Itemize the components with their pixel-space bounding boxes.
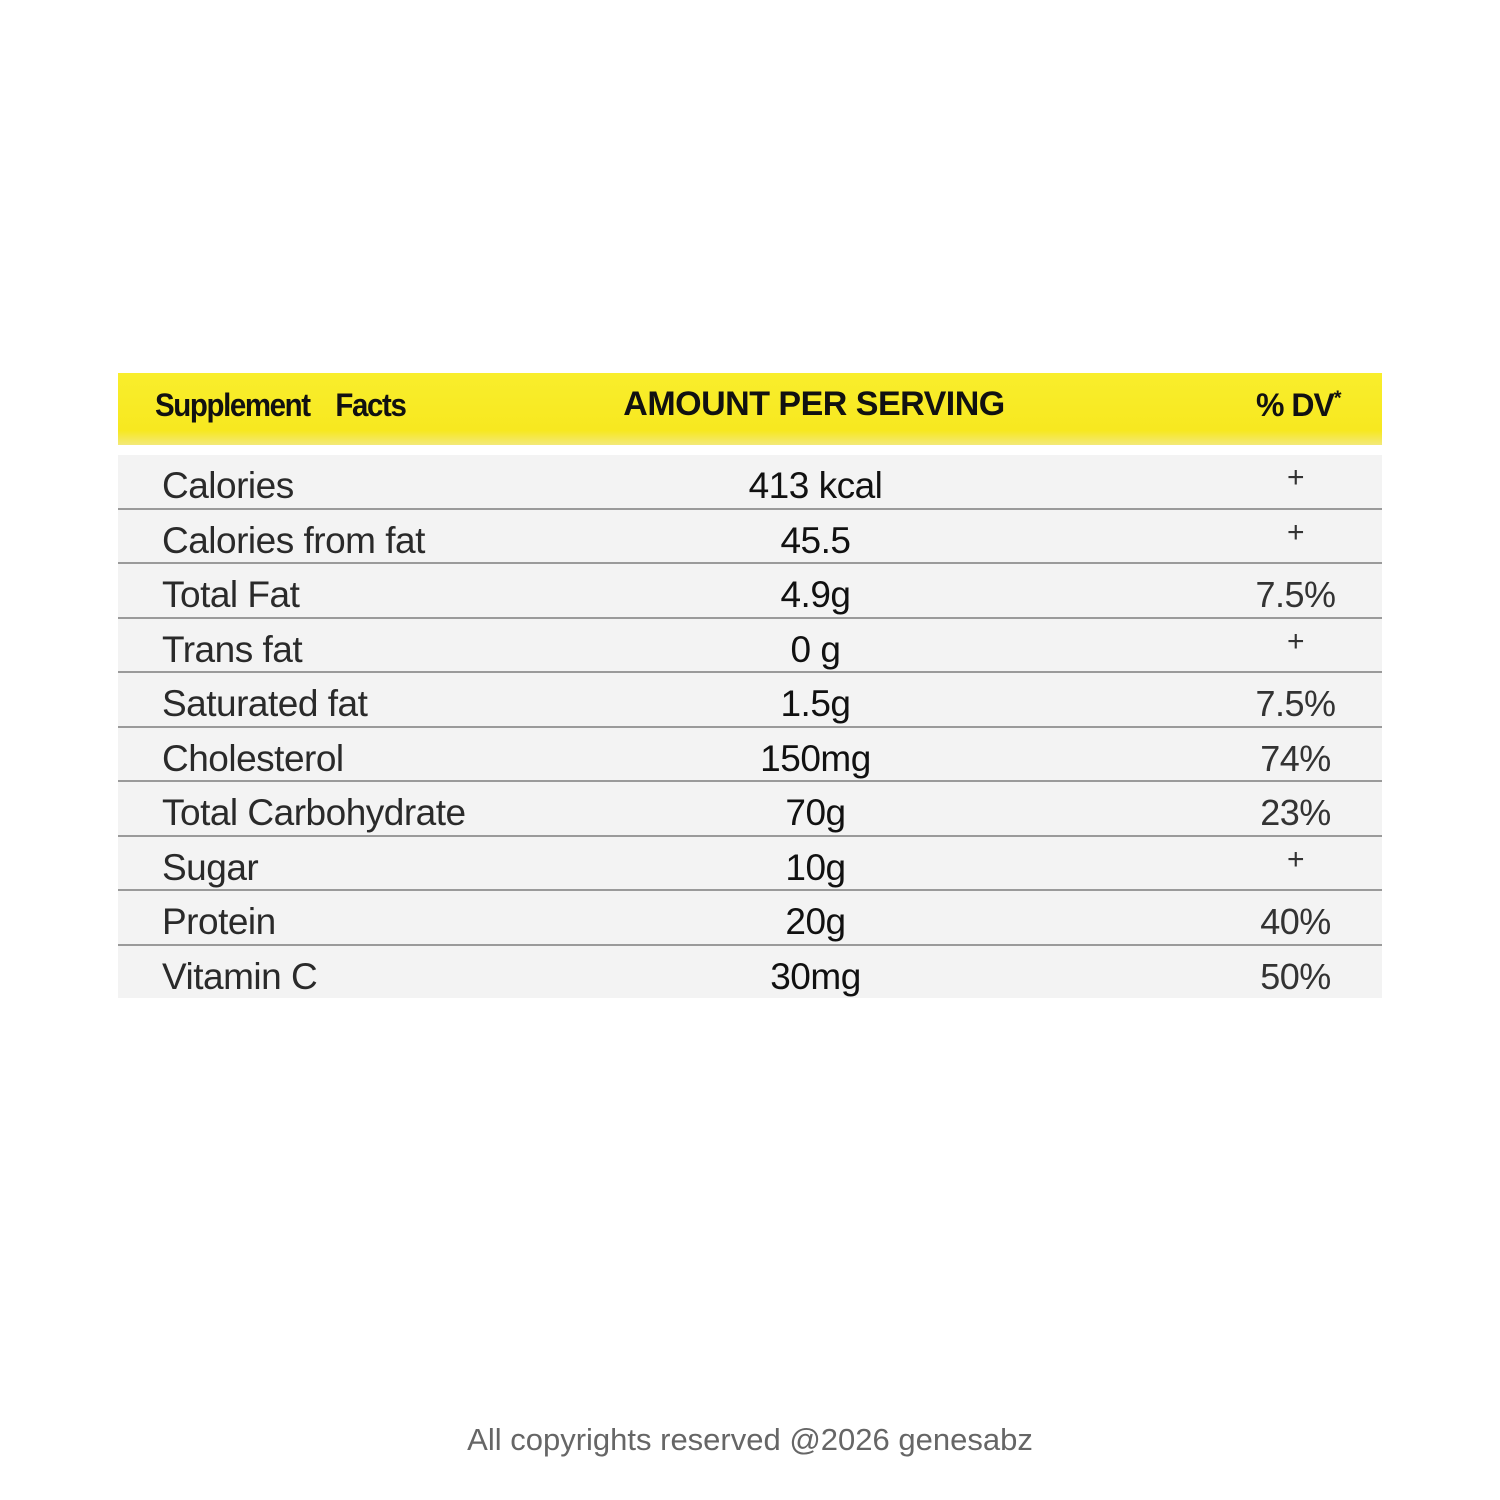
copyright-footer: All copyrights reserved @2026 genesabz: [467, 1422, 1033, 1457]
nutrient-name: Protein: [162, 901, 276, 942]
nutrient-name: Total Fat: [162, 574, 300, 615]
table-row: Saturated fat 1.5g 7.5%: [118, 673, 1382, 728]
daily-value: +: [1286, 842, 1305, 876]
header-amount: AMOUNT PER SERVING: [623, 385, 1005, 423]
nutrient-name: Calories from fat: [162, 519, 425, 561]
header-supplement: Supplement: [155, 387, 311, 423]
daily-value: +: [1286, 515, 1305, 549]
amount-value: 1.5g: [780, 683, 851, 724]
daily-value: +: [1286, 461, 1305, 494]
nutrient-name: Sugar: [162, 846, 259, 888]
table-header: Supplement Facts AMOUNT PER SERVING % DV*: [118, 373, 1382, 445]
nutrient-name: Trans fat: [162, 628, 303, 670]
nutrient-name: Vitamin C: [162, 955, 318, 997]
amount-value: 0 g: [790, 628, 841, 670]
table-row: Total Fat 4.9g 7.5%: [118, 564, 1382, 619]
supplement-facts-table: Supplement Facts AMOUNT PER SERVING % DV*…: [118, 373, 1382, 998]
daily-value: 23%: [1260, 792, 1331, 833]
daily-value: 74%: [1260, 737, 1331, 779]
table-row: Calories 413 kcal +: [118, 455, 1382, 510]
table-row: Calories from fat 45.5 +: [118, 510, 1382, 564]
header-facts: Facts: [335, 387, 406, 423]
amount-value: 10g: [785, 846, 846, 888]
nutrient-name: Total Carbohydrate: [162, 792, 466, 833]
nutrient-name: Calories: [162, 465, 294, 506]
table-row: Protein 20g 40%: [118, 891, 1382, 946]
table-body: Calories 413 kcal + Calories from fat 45.5 + T…: [118, 455, 1382, 998]
amount-value: 70g: [785, 792, 846, 833]
table-row: Vitamin C 30mg 50%: [118, 946, 1382, 999]
amount-value: 30mg: [770, 955, 861, 997]
table-row: Trans fat 0 g +: [118, 619, 1382, 673]
header-dv: % DV*: [1256, 387, 1342, 424]
header-title: Supplement Facts: [155, 387, 407, 424]
amount-value: 20g: [785, 901, 846, 942]
table-row: Cholesterol 150mg 74%: [118, 728, 1382, 782]
header-dv-mark: *: [1333, 387, 1342, 410]
nutrient-name: Cholesterol: [162, 737, 344, 779]
nutrient-name: Saturated fat: [162, 683, 368, 724]
table-row: Total Carbohydrate 70g 23%: [118, 782, 1382, 837]
table-row: Sugar 10g +: [118, 837, 1382, 891]
amount-value: 45.5: [780, 519, 851, 561]
amount-value: 413 kcal: [748, 465, 883, 506]
amount-value: 4.9g: [780, 574, 851, 615]
daily-value: 7.5%: [1255, 683, 1336, 724]
daily-value: +: [1286, 624, 1305, 658]
daily-value: 50%: [1260, 955, 1331, 997]
daily-value: 7.5%: [1255, 574, 1336, 615]
daily-value: 40%: [1260, 901, 1331, 942]
amount-value: 150mg: [760, 737, 871, 779]
header-dv-label: % DV: [1256, 387, 1335, 423]
